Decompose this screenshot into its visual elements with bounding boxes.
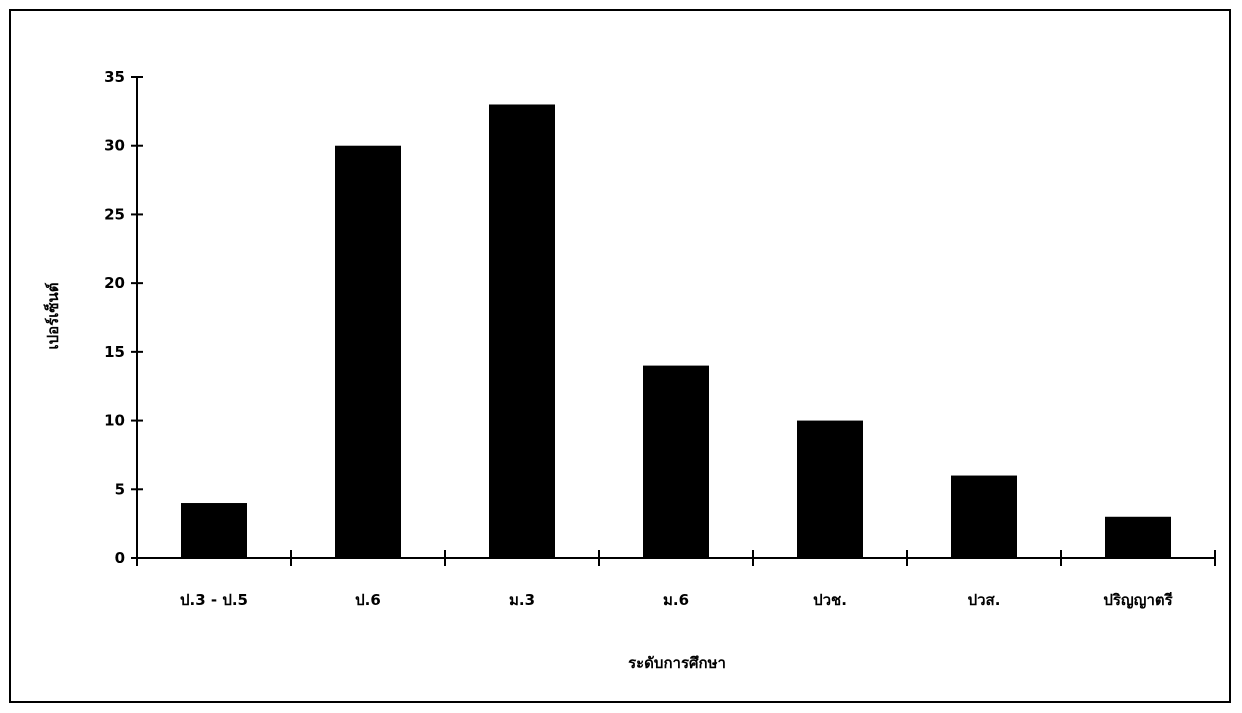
y-tick-label: 20 [104, 274, 125, 292]
x-axis-title: ระดับการศึกษา [628, 654, 726, 672]
y-tick-label: 10 [104, 412, 125, 430]
bar [181, 503, 247, 558]
bar [643, 365, 709, 558]
y-tick-label: 30 [104, 137, 125, 155]
x-tick-label: ม.6 [663, 591, 689, 609]
x-tick-label: ปวส. [968, 591, 1001, 609]
y-tick-label: 25 [104, 205, 125, 223]
x-tick-label: ป.6 [355, 591, 381, 609]
bar [489, 104, 555, 558]
bar [1105, 516, 1171, 558]
y-tick-label: 15 [104, 343, 125, 361]
x-tick-labels: ป.3 - ป.5 ป.6 ม.3 ม.6 ปวช. ปวส. ปริญญาตรี [180, 591, 1174, 609]
x-tick-label: ปวช. [813, 591, 847, 609]
x-tick-label: ม.3 [509, 591, 535, 609]
y-tick-label: 5 [115, 480, 125, 498]
bars [181, 104, 1171, 558]
y-tick-label: 35 [104, 68, 125, 86]
y-tick-labels: 0 5 10 15 20 25 30 35 [104, 68, 125, 567]
y-tick-label: 0 [115, 549, 125, 567]
bar [335, 145, 401, 558]
bar [797, 420, 863, 558]
x-tick-label: ปริญญาตรี [1103, 591, 1173, 609]
bar [951, 475, 1017, 558]
chart-frame [9, 9, 1231, 703]
y-axis [131, 76, 143, 562]
y-axis-title: เปอร์เซ็นต์ [43, 282, 62, 349]
x-tick-label: ป.3 - ป.5 [180, 591, 248, 609]
